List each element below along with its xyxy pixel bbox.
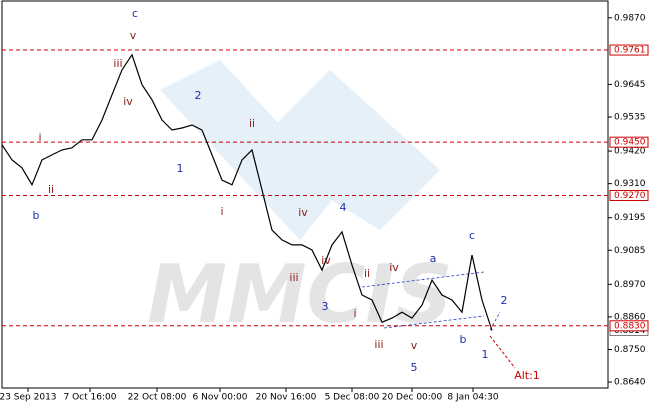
x-tick-label: 8 Jan 04:30 (447, 393, 499, 403)
wave-label: iii (289, 271, 298, 284)
wave-label: i (220, 205, 223, 218)
watermark: MMCIS (147, 248, 452, 341)
plot-frame (1, 0, 609, 389)
wave-label: ii (249, 117, 255, 130)
wave-label: 5 (411, 361, 418, 374)
wave-label: 2 (195, 89, 202, 102)
wave-label: i (353, 307, 356, 320)
y-tick-label: 0.9310 (614, 179, 646, 189)
y-tick-label: 0.8970 (614, 280, 646, 290)
wave-label: v (411, 339, 418, 352)
alt-arrow (489, 335, 516, 369)
x-tick-label: 20 Dec 00:00 (382, 393, 443, 403)
price-line (1, 53, 493, 331)
y-tick-label: 0.8640 (614, 378, 646, 388)
y-tick-label: 0.9645 (614, 80, 646, 90)
x-tick-label: 5 Dec 08:00 (325, 393, 380, 403)
wave-label: 2 (501, 294, 508, 307)
level-box (609, 189, 649, 201)
wave-label: Alt:1 (514, 369, 540, 382)
wave-label: 1 (482, 348, 489, 361)
wave-label: iii (113, 57, 122, 70)
wave-label: a (430, 252, 437, 265)
wave-label: 1 (177, 162, 184, 175)
x-tick-label: 6 Nov 00:00 (193, 393, 248, 403)
x-tick-label: 7 Oct 16:00 (64, 393, 117, 403)
level-label: 0.9450 (614, 138, 646, 148)
level-box (609, 320, 649, 332)
wave-label: b (33, 209, 40, 222)
wave-label: ii (48, 183, 54, 196)
wave-label: v (130, 29, 137, 42)
level-box (609, 44, 649, 56)
wave-label: iii (374, 338, 383, 351)
y-tick-label: 0.8860 (614, 312, 646, 322)
y-tick-label: 0.9195 (614, 213, 646, 223)
level-box (609, 136, 649, 148)
wave-label: iv (321, 254, 331, 267)
x-tick-label: 22 Oct 08:00 (128, 393, 187, 403)
wave-label: iv (298, 206, 308, 219)
channel (361, 271, 501, 331)
wave-label: c (132, 7, 138, 20)
wave-label: i (38, 131, 41, 144)
wave-label: c (469, 229, 475, 242)
x-tick-label: 20 Nov 16:00 (256, 393, 317, 403)
x-tick-label: 23 Sep 2013 (0, 393, 57, 403)
wave-label: iv (389, 261, 399, 274)
y-tick-label: 0.8750 (614, 345, 646, 355)
level-label: 0.9761 (614, 46, 646, 56)
level-label: 0.9270 (614, 191, 646, 201)
level-label: 0.8830 (614, 321, 646, 331)
wave-label: 3 (322, 300, 329, 313)
y-tick-label: 0.9420 (614, 147, 646, 157)
y-tick-label: 0.9535 (614, 112, 646, 122)
wave-label: b (460, 333, 467, 346)
wave-label: iv (123, 95, 133, 108)
y-tick-label: 0.9085 (614, 246, 646, 256)
wave-label: 4 (340, 201, 347, 214)
wave-label: ii (364, 267, 370, 280)
y-tick-label: 0.9870 (614, 13, 646, 23)
